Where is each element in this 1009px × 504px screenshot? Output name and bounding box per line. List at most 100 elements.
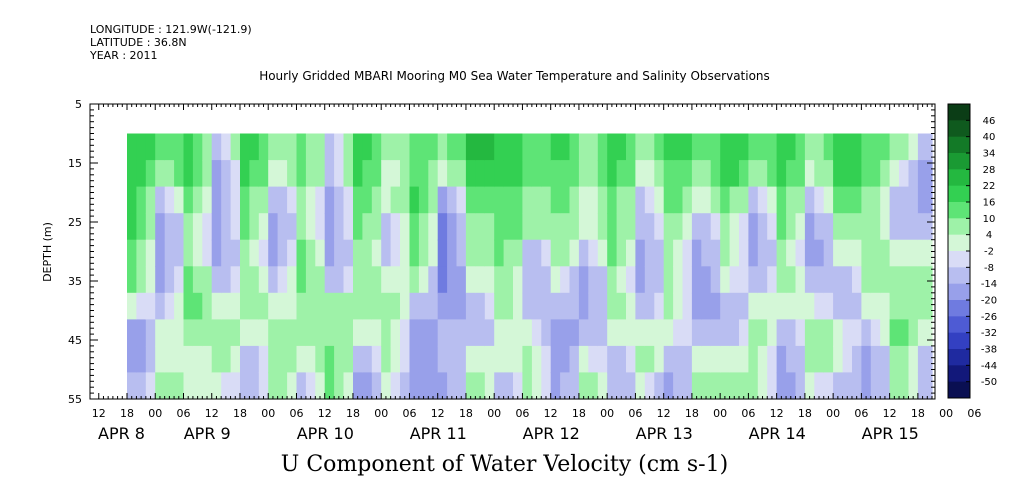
heatmap-cell: [164, 213, 175, 241]
x-hour-label: 18: [120, 407, 134, 420]
heatmap-cell: [136, 266, 147, 294]
colorbar-label: -8: [984, 263, 994, 274]
heatmap-cell: [739, 186, 749, 214]
heatmap-cell: [249, 186, 260, 214]
heatmap-cell: [795, 186, 806, 214]
heatmap-cell: [889, 319, 900, 347]
x-date-label: APR 12: [523, 424, 580, 443]
colorbar-swatch: [948, 365, 970, 383]
heatmap-cell: [456, 186, 467, 214]
x-hour-label: 06: [402, 407, 416, 420]
heatmap-cell: [823, 239, 834, 267]
heatmap-cell: [503, 266, 514, 294]
heatmap-cell: [569, 160, 580, 188]
heatmap-cell: [795, 266, 806, 294]
heatmap-cell: [550, 133, 561, 161]
heatmap-cell: [437, 266, 448, 294]
heatmap-cell: [720, 319, 731, 347]
heatmap-cell: [917, 319, 924, 347]
heatmap-cell: [870, 133, 881, 161]
heatmap-cell: [786, 266, 797, 294]
heatmap-cell: [494, 186, 505, 214]
heatmap-cell: [230, 239, 241, 267]
heatmap-cell: [296, 266, 307, 294]
heatmap-cell: [324, 133, 335, 161]
heatmap-cell: [720, 266, 731, 294]
heatmap-cell: [277, 319, 288, 347]
heatmap-cell: [211, 186, 222, 214]
heatmap-cell: [324, 213, 335, 241]
heatmap-cell: [899, 213, 909, 241]
heatmap-cell: [240, 133, 250, 161]
heatmap-cell: [889, 239, 900, 267]
heatmap-cell: [277, 372, 288, 400]
heatmap-cell: [597, 345, 608, 374]
heatmap-cell: [644, 345, 655, 374]
heatmap-cell: [531, 372, 542, 400]
heatmap-cell: [635, 345, 646, 374]
heatmap-cell: [880, 133, 891, 161]
heatmap-cell: [334, 213, 345, 241]
heatmap-cell: [390, 372, 401, 400]
heatmap-cell: [202, 160, 213, 188]
heatmap-cell: [381, 160, 392, 188]
heatmap-cell: [418, 213, 429, 241]
heatmap-cell: [136, 319, 147, 347]
heatmap-cell: [870, 292, 881, 320]
heatmap-cell: [136, 160, 147, 188]
heatmap-cell: [192, 239, 203, 267]
heatmap-cell: [560, 266, 571, 294]
heatmap-cell: [127, 292, 137, 320]
heatmap-cell: [437, 186, 448, 214]
heatmap-cell: [221, 160, 232, 188]
heatmap-cell: [541, 160, 552, 188]
heatmap-cell: [701, 372, 712, 400]
heatmap-cell: [305, 372, 316, 400]
heatmap-cell: [748, 372, 759, 400]
colorbar-swatch: [948, 251, 970, 268]
heatmap-cell: [324, 372, 335, 400]
heatmap-cell: [484, 372, 495, 400]
heatmap-cell: [494, 372, 505, 400]
heatmap-cell: [465, 345, 476, 374]
heatmap-cell: [484, 133, 495, 161]
x-hour-label: 00: [939, 407, 953, 420]
heatmap-cell: [136, 239, 147, 267]
heatmap-cell: [739, 266, 749, 294]
heatmap-cell: [663, 186, 674, 214]
heatmap-cell: [757, 213, 768, 241]
x-hour-label: 00: [374, 407, 388, 420]
heatmap-cell: [240, 319, 250, 347]
heatmap-cell: [155, 160, 166, 188]
heatmap-cell: [710, 239, 721, 267]
heatmap-cell: [541, 239, 552, 267]
heatmap-cell: [484, 213, 495, 241]
heatmap-cell: [578, 186, 589, 214]
heatmap-cell: [804, 133, 815, 161]
heatmap-cell: [447, 266, 458, 294]
heatmap-cell: [654, 292, 665, 320]
heatmap-cell: [211, 319, 222, 347]
heatmap-cell: [522, 133, 533, 161]
heatmap-cell: [437, 292, 448, 320]
y-tick-label: 5: [75, 98, 82, 111]
heatmap-cell: [305, 186, 316, 214]
heatmap-cell: [814, 345, 825, 374]
heatmap-cell: [522, 266, 533, 294]
heatmap-cell: [484, 266, 495, 294]
heatmap-cell: [447, 186, 458, 214]
x-hour-label: 12: [883, 407, 897, 420]
heatmap-cell: [739, 213, 749, 241]
heatmap-cell: [437, 345, 448, 374]
heatmap-cell: [211, 266, 222, 294]
heatmap-cell: [776, 372, 787, 400]
heatmap-cell: [287, 266, 298, 294]
heatmap-cell: [287, 319, 298, 347]
heatmap-cell: [654, 319, 665, 347]
heatmap-cell: [145, 319, 156, 347]
heatmap-cell: [475, 186, 486, 214]
heatmap-cell: [691, 186, 702, 214]
heatmap-cell: [531, 239, 542, 267]
x-hour-label: 00: [148, 407, 162, 420]
heatmap-cell: [127, 186, 137, 214]
